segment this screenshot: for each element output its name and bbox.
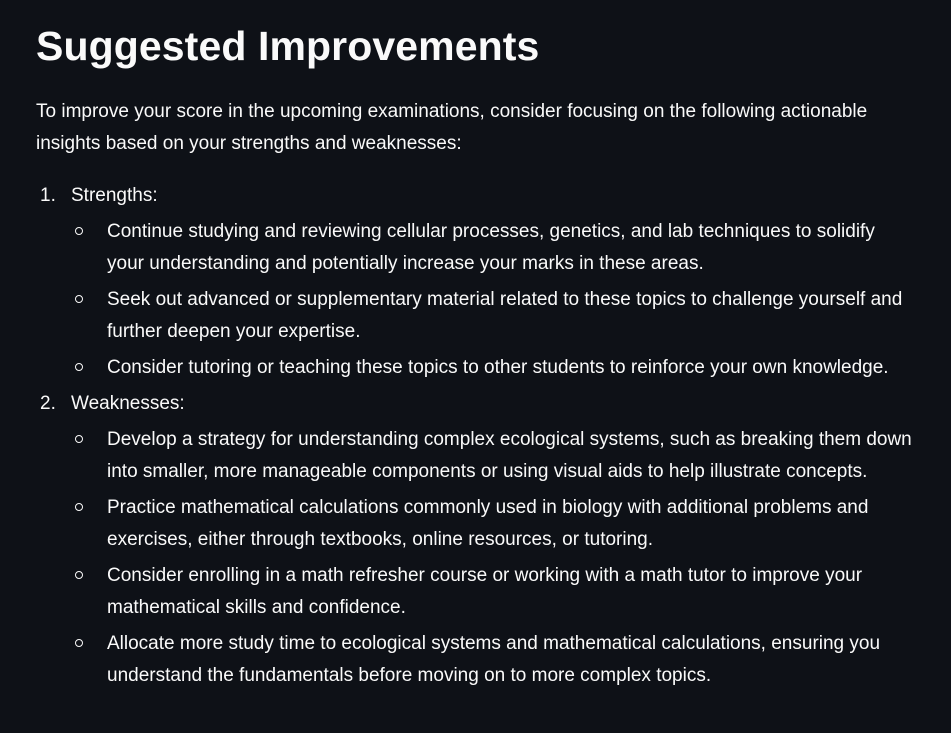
list-item-text: Consider enrolling in a math refresher c… [107,565,863,618]
list-item-text: Practice mathematical calculations commo… [107,497,869,550]
circle-bullet-icon [75,639,83,647]
list-item-text: Consider tutoring or teaching these topi… [107,357,889,378]
page-title: Suggested Improvements [36,23,540,69]
strengths-list: Continue studying and reviewing cellular… [71,216,936,384]
section-number: 1. [40,185,56,206]
list-item: Continue studying and reviewing cellular… [71,216,915,280]
list-item: Seek out advanced or supplementary mater… [71,284,915,348]
list-item: Consider tutoring or teaching these topi… [71,352,915,384]
circle-bullet-icon [75,435,83,443]
intro-paragraph: To improve your score in the upcoming ex… [36,101,868,154]
list-item-text: Continue studying and reviewing cellular… [107,221,875,274]
list-item: Allocate more study time to ecological s… [71,628,915,692]
list-item: Develop a strategy for understanding com… [71,424,915,488]
circle-bullet-icon [75,363,83,371]
list-item-text: Allocate more study time to ecological s… [107,633,881,686]
improvements-list: 1. Strengths: Continue studying and revi… [36,180,936,692]
main-content: Suggested Improvements To improve your s… [36,0,936,696]
section-weaknesses: 2. Weaknesses: Develop a strategy for un… [36,388,936,692]
section-title-weaknesses: Weaknesses: [71,393,185,414]
list-item-text: Seek out advanced or supplementary mater… [107,289,903,342]
list-item: Practice mathematical calculations commo… [71,492,915,556]
circle-bullet-icon [75,295,83,303]
circle-bullet-icon [75,503,83,511]
circle-bullet-icon [75,571,83,579]
section-title-strengths: Strengths: [71,185,158,206]
weaknesses-list: Develop a strategy for understanding com… [71,424,936,692]
circle-bullet-icon [75,227,83,235]
section-strengths: 1. Strengths: Continue studying and revi… [36,180,936,384]
list-item: Consider enrolling in a math refresher c… [71,560,915,624]
section-number: 2. [40,393,56,414]
list-item-text: Develop a strategy for understanding com… [107,429,912,482]
